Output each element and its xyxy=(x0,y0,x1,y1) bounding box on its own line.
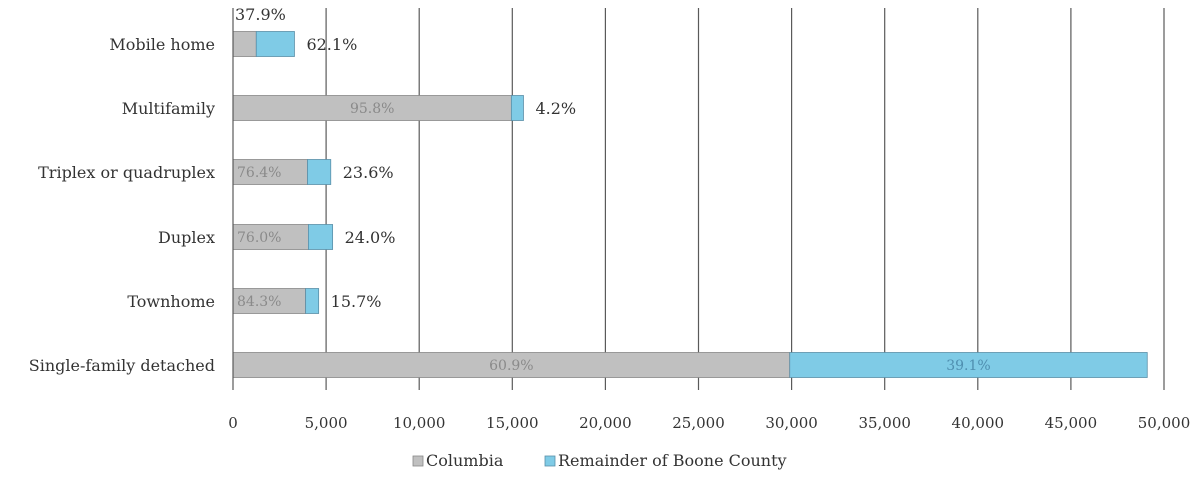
bar-remainder xyxy=(255,31,295,57)
x-tick-label: 25,000 xyxy=(672,414,725,432)
legend-label-remainder: Remainder of Boone County xyxy=(558,451,787,470)
bar-remainder xyxy=(307,159,332,185)
category-label: Triplex or quadruplex xyxy=(38,163,215,182)
bar-columbia xyxy=(232,31,257,57)
data-label-columbia: 76.0% xyxy=(237,230,281,246)
category-label: Mobile home xyxy=(109,35,215,54)
data-label-remainder: 62.1% xyxy=(306,35,357,54)
bar-labels: 37.9% 62.1% 95.8% 4.2% 76.4% 23.6% 76.0% 24.0% 8… xyxy=(235,5,991,374)
bar-remainder xyxy=(510,95,524,121)
data-label-remainder: 15.7% xyxy=(331,292,382,311)
legend-swatch-columbia xyxy=(412,455,424,467)
bar-remainder xyxy=(789,352,1148,378)
data-label-remainder: 24.0% xyxy=(345,228,396,247)
x-tick-label: 20,000 xyxy=(579,414,632,432)
category-label: Multifamily xyxy=(122,99,215,118)
category-label: Single-family detached xyxy=(29,356,215,375)
legend: Columbia Remainder of Boone County xyxy=(412,451,787,470)
data-label-columbia: 95.8% xyxy=(350,101,394,117)
x-tick-label: 5,000 xyxy=(305,414,348,432)
category-label: Duplex xyxy=(158,228,215,247)
data-label-remainder: 39.1% xyxy=(946,358,990,374)
category-label: Townhome xyxy=(127,292,215,311)
x-tick-label: 0 xyxy=(228,414,238,432)
axis: 0 5,000 10,000 15,000 20,000 25,000 30,000 35,0… xyxy=(29,8,1191,432)
x-tick-label: 15,000 xyxy=(486,414,539,432)
legend-swatch-remainder xyxy=(544,455,556,467)
data-label-columbia: 60.9% xyxy=(489,358,533,374)
x-tick-label: 30,000 xyxy=(765,414,818,432)
legend-label-columbia: Columbia xyxy=(426,451,504,470)
x-tick-label: 35,000 xyxy=(858,414,911,432)
data-label-columbia: 84.3% xyxy=(237,294,281,310)
x-tick-label: 10,000 xyxy=(393,414,446,432)
x-tick-label: 50,000 xyxy=(1138,414,1191,432)
data-label-columbia: 37.9% xyxy=(235,5,286,24)
data-label-remainder: 23.6% xyxy=(343,163,394,182)
x-tick-label: 40,000 xyxy=(952,414,1005,432)
data-label-remainder: 4.2% xyxy=(535,99,576,118)
bar-remainder xyxy=(305,288,320,314)
bar-remainder xyxy=(308,224,334,250)
bars xyxy=(232,31,1148,378)
data-label-columbia: 76.4% xyxy=(237,165,281,181)
x-tick-label: 45,000 xyxy=(1045,414,1098,432)
gridlines xyxy=(325,8,1165,390)
